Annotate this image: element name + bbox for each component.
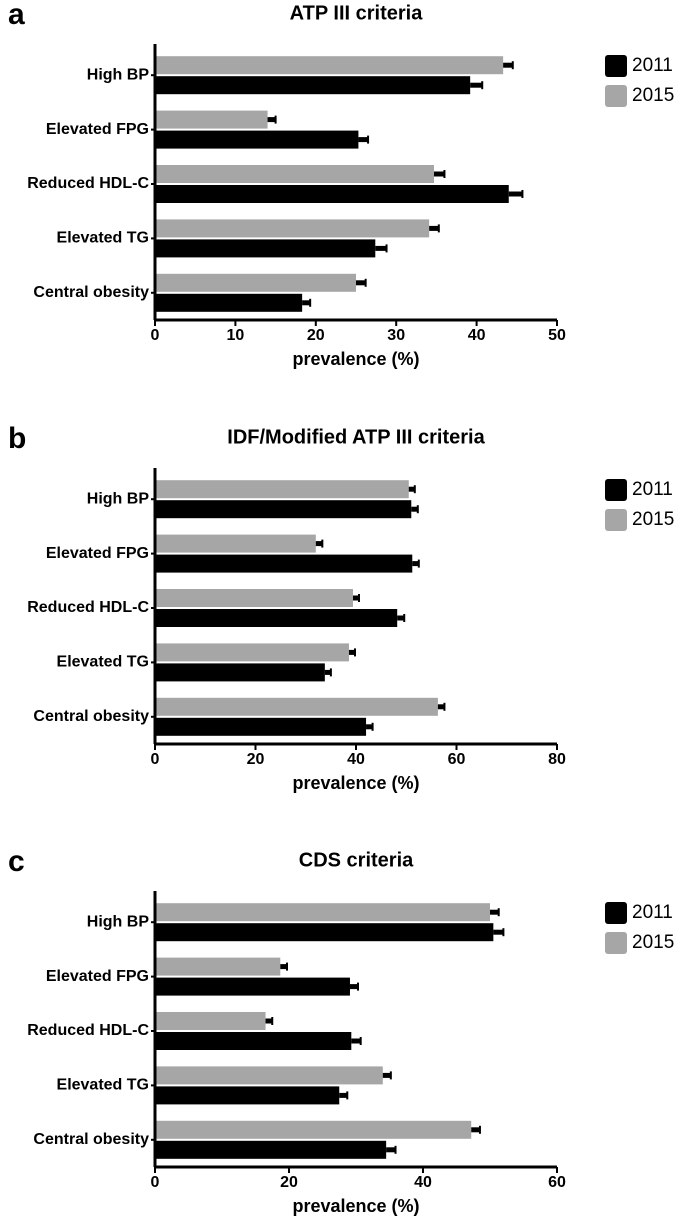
bar xyxy=(155,554,413,573)
legend-label: 2011 xyxy=(632,479,673,500)
category-label: Reduced HDL-C xyxy=(27,1022,149,1039)
bar xyxy=(155,76,471,95)
bar xyxy=(155,903,490,922)
category-label: High BP xyxy=(87,66,150,83)
category-label: Elevated TG xyxy=(57,1077,149,1094)
legend-swatch xyxy=(605,55,627,77)
legend-swatch xyxy=(605,509,627,531)
x-tick-label: 60 xyxy=(448,751,466,768)
category-label: Elevated TG xyxy=(57,230,149,247)
bar xyxy=(155,1032,352,1050)
category-label: Central obesity xyxy=(33,708,149,725)
legend-swatch xyxy=(605,479,627,501)
x-tick-label: 0 xyxy=(151,327,160,344)
bar xyxy=(155,219,430,238)
category-label: Elevated TG xyxy=(57,654,149,671)
bar xyxy=(155,165,434,183)
legend-label: 2011 xyxy=(632,55,673,76)
panel-label: a xyxy=(8,0,25,31)
x-tick-label: 30 xyxy=(387,327,405,344)
bar xyxy=(155,663,325,682)
bar xyxy=(155,239,376,258)
category-label: Reduced HDL-C xyxy=(27,599,149,616)
x-tick-label: 20 xyxy=(280,1174,298,1191)
bar xyxy=(155,56,504,75)
x-tick-label: 10 xyxy=(227,327,245,344)
chart-title: ATP III criteria xyxy=(290,2,424,24)
bar xyxy=(155,609,398,627)
bar xyxy=(155,1086,340,1105)
category-label: High BP xyxy=(87,490,150,507)
x-tick-label: 20 xyxy=(307,327,325,344)
bar xyxy=(155,534,316,553)
legend-swatch xyxy=(605,902,627,924)
bar xyxy=(155,1120,472,1139)
bar xyxy=(155,1066,383,1085)
category-label: High BP xyxy=(87,913,150,930)
category-label: Elevated FPG xyxy=(46,121,149,138)
bar xyxy=(155,957,281,976)
x-tick-label: 0 xyxy=(151,751,160,768)
panel-label: b xyxy=(8,422,26,455)
bar xyxy=(155,977,350,996)
legend-label: 2011 xyxy=(632,902,673,923)
x-tick-label: 0 xyxy=(151,1174,160,1191)
bar xyxy=(155,717,367,736)
bar xyxy=(155,480,409,499)
chart-title: IDF/Modified ATP III criteria xyxy=(227,426,485,448)
bar xyxy=(155,110,268,129)
bar xyxy=(155,1012,266,1030)
legend-swatch xyxy=(605,932,627,954)
x-tick-label: 20 xyxy=(247,751,265,768)
x-tick-label: 40 xyxy=(414,1174,432,1191)
legend-swatch xyxy=(605,85,627,107)
legend-label: 2015 xyxy=(632,932,674,953)
x-tick-label: 40 xyxy=(468,327,486,344)
legend-label: 2015 xyxy=(632,509,674,530)
x-tick-label: 60 xyxy=(548,1174,566,1191)
x-tick-label: 80 xyxy=(548,751,566,768)
x-axis-label: prevalence (%) xyxy=(292,773,419,793)
bar xyxy=(155,130,359,149)
chart-title: CDS criteria xyxy=(299,849,414,871)
bar xyxy=(155,273,356,292)
category-label: Elevated FPG xyxy=(46,545,149,562)
category-label: Central obesity xyxy=(33,284,149,301)
category-label: Elevated FPG xyxy=(46,968,149,985)
category-label: Central obesity xyxy=(33,1131,149,1148)
x-tick-label: 50 xyxy=(548,327,566,344)
x-tick-label: 40 xyxy=(347,751,365,768)
category-label: Reduced HDL-C xyxy=(27,175,149,192)
bar xyxy=(155,293,303,312)
bar xyxy=(155,500,412,519)
bar xyxy=(155,1140,387,1159)
bar xyxy=(155,923,494,942)
panel-label: c xyxy=(8,845,25,878)
bar xyxy=(155,185,509,203)
x-axis-label: prevalence (%) xyxy=(292,1196,419,1216)
bar xyxy=(155,643,349,662)
legend-label: 2015 xyxy=(632,85,674,106)
bar xyxy=(155,697,438,716)
x-axis-label: prevalence (%) xyxy=(292,349,419,369)
bar xyxy=(155,589,353,607)
